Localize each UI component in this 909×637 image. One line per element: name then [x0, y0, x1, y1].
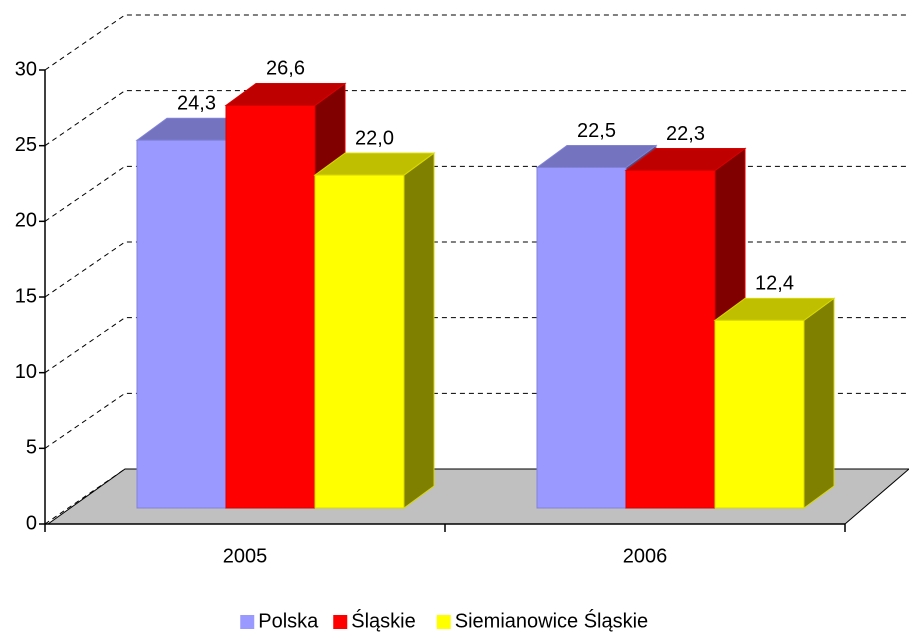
legend-label: Polska — [258, 610, 319, 632]
bar-side — [803, 297, 835, 509]
bar — [313, 152, 436, 509]
value-label: 12,4 — [755, 273, 794, 295]
y-tick-label: 25 — [15, 134, 37, 156]
bar-front — [314, 174, 405, 509]
value-label: 22,0 — [355, 127, 394, 149]
y-tick-label: 10 — [15, 361, 37, 383]
bar-front — [625, 170, 716, 509]
y-tick-label: 20 — [15, 210, 37, 232]
grid-line — [44, 14, 909, 71]
y-tick-label: 15 — [15, 285, 37, 307]
x-tick-label: 2006 — [623, 545, 668, 567]
bar-front — [136, 139, 227, 509]
bar-front — [714, 319, 805, 509]
value-label: 24,3 — [177, 93, 216, 115]
bar-front — [536, 167, 627, 509]
value-label: 22,3 — [666, 123, 705, 145]
bar-side — [403, 152, 435, 509]
x-tick-label: 2005 — [223, 545, 268, 567]
y-tick-label: 30 — [15, 58, 37, 80]
legend-swatch — [240, 615, 255, 629]
value-label: 22,5 — [577, 120, 616, 142]
bar-front — [225, 104, 316, 509]
legend-label: Śląskie — [351, 608, 415, 632]
y-tick-label: 0 — [26, 512, 37, 534]
y-tick-label: 5 — [26, 437, 37, 459]
legend-label: Siemianowice Śląskie — [455, 608, 648, 632]
value-label: 26,6 — [266, 58, 305, 80]
legend-swatch — [436, 615, 451, 629]
bar — [713, 297, 836, 509]
legend-swatch — [333, 615, 348, 629]
